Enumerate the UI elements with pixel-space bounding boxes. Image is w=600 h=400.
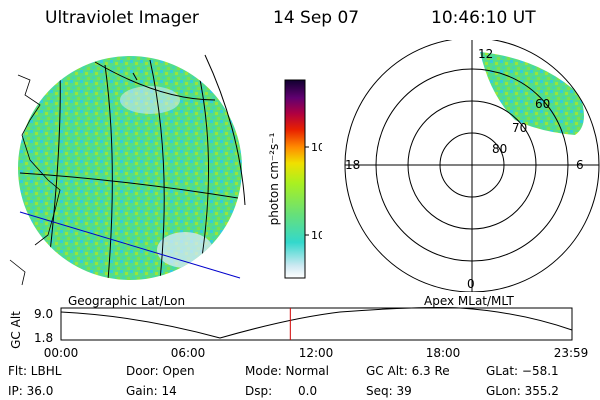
mlt-label-12: 12 xyxy=(478,47,493,61)
gain-status: Gain: 14 xyxy=(126,384,177,398)
instrument-title: Ultraviolet Imager xyxy=(45,8,199,28)
altitude-curve xyxy=(60,307,573,339)
timeline-xtick-0600: 06:00 xyxy=(171,346,206,360)
timeline-ytick-1.8: 1.8 xyxy=(34,331,53,345)
timeline-ylabel: GC Alt xyxy=(9,311,23,349)
lat-label-60: 60 xyxy=(535,97,550,111)
date-label: 14 Sep 07 xyxy=(273,8,360,28)
timeline-frame xyxy=(60,307,573,341)
coastline-line xyxy=(19,211,241,279)
colorbar-tick-10: 10 xyxy=(311,229,322,242)
glat-status: GLat: −58.1 xyxy=(486,364,559,378)
mlt-label-18: 18 xyxy=(345,158,360,172)
colorbar-tick-100: 100 xyxy=(311,141,322,154)
dsp-value: 0.0 xyxy=(298,384,318,398)
ip-status: IP: 36.0 xyxy=(8,384,54,398)
timeline-xtick-0000: 00:00 xyxy=(44,346,79,360)
gc-alt-status: GC Alt: 6.3 Re xyxy=(366,364,450,378)
flt-status: Flt: LBHL xyxy=(8,364,62,378)
timeline-ytick-9: 9.0 xyxy=(34,307,53,321)
auroral-oval xyxy=(480,52,584,135)
apex-label: Apex MLat/MLT xyxy=(424,294,514,308)
altitude-timeline: GC Alt 9.0 1.8 00:00 06:00 12:00 18:00 2… xyxy=(9,307,589,360)
mlt-label-6: 6 xyxy=(576,158,584,172)
colorbar-gradient xyxy=(284,79,306,279)
mlt-label-0: 0 xyxy=(467,277,475,291)
coastline xyxy=(17,74,61,246)
geographic-image xyxy=(9,54,246,286)
timeline-xtick-1200: 12:00 xyxy=(299,346,334,360)
polar-plot: 12 18 6 0 60 70 80 xyxy=(344,40,600,292)
geographic-label: Geographic Lat/Lon xyxy=(68,294,186,308)
dsp-label: Dsp: xyxy=(245,384,273,398)
colorbar-unit-label: photon cm⁻²s⁻¹ xyxy=(267,132,281,225)
glon-status: GLon: 355.2 xyxy=(486,384,559,398)
colorbar: 100 10 photon cm⁻²s⁻¹ xyxy=(267,79,322,279)
seq-status: Seq: 39 xyxy=(366,384,412,398)
lat-label-80: 80 xyxy=(492,142,507,156)
time-label: 10:46:10 UT xyxy=(431,8,536,28)
mode-status: Mode: Normal xyxy=(245,364,329,378)
timeline-xtick-1800: 18:00 xyxy=(426,346,461,360)
earth-disc xyxy=(18,56,242,280)
lat-label-70: 70 xyxy=(512,121,527,135)
door-status: Door: Open xyxy=(126,364,195,378)
timeline-xtick-2359: 23:59 xyxy=(554,346,589,360)
